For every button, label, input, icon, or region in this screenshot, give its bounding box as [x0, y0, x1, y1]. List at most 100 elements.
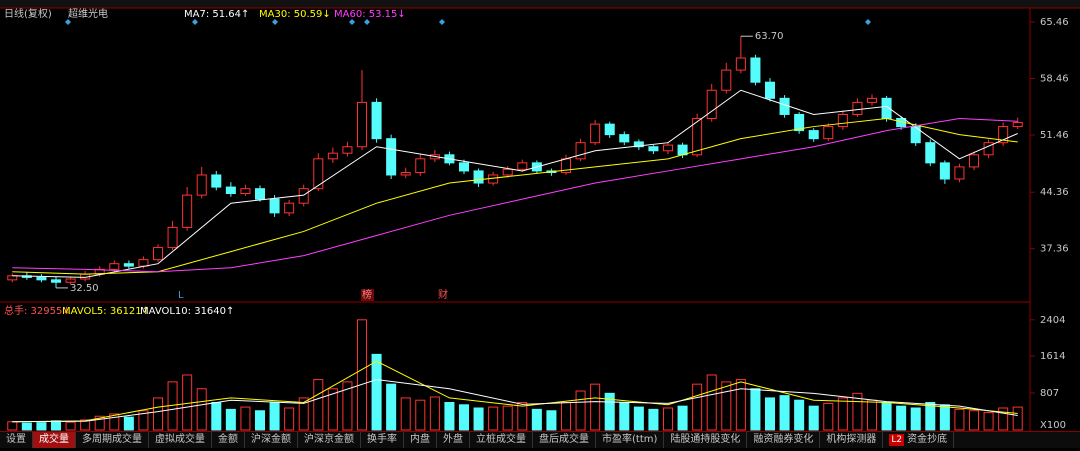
volume-bar — [109, 413, 120, 431]
candle-body — [225, 186, 236, 195]
volume-bar — [356, 319, 368, 431]
candle-body — [109, 263, 120, 270]
volume-bar — [517, 401, 528, 431]
tab[interactable]: L2 资金抄底 — [883, 432, 955, 448]
volume-bar — [473, 407, 484, 431]
y-tick-label: 58.46 — [1040, 73, 1069, 84]
volume-bar — [968, 410, 980, 431]
volume-bar — [750, 388, 761, 431]
tab[interactable]: 多周期成交量 — [76, 432, 149, 448]
candle-body — [852, 101, 863, 115]
tab[interactable]: 市盈率(ttm) — [596, 432, 665, 448]
candle-body — [910, 126, 921, 144]
tab-label: 金额 — [218, 434, 238, 445]
candle-body — [662, 144, 674, 152]
volume-bar — [939, 404, 950, 431]
volume-bar — [808, 405, 819, 431]
candle-body — [50, 279, 62, 283]
candle-body — [138, 259, 149, 267]
volume-bar — [313, 379, 324, 431]
y-tick-label: 65.46 — [1040, 17, 1069, 28]
tab[interactable]: 陆股通持股变化 — [664, 432, 748, 448]
tab[interactable]: 融资融券变化 — [747, 432, 821, 448]
y-tick-label: 2404 — [1040, 315, 1065, 326]
candle-body — [837, 113, 848, 128]
candle-body — [823, 126, 834, 140]
tab[interactable]: 外盘 — [437, 432, 470, 448]
candle-body — [415, 158, 426, 174]
tab-label: 内盘 — [410, 434, 430, 445]
top-strip — [0, 0, 1080, 8]
candle-body — [502, 168, 513, 176]
candle-body — [1012, 122, 1023, 128]
candle-body — [313, 158, 324, 190]
tab[interactable]: 成交量 — [33, 432, 76, 448]
volume-bar — [7, 421, 18, 431]
candle-body — [211, 174, 222, 188]
tab-label: 换手率 — [367, 434, 397, 445]
candle-body — [400, 172, 411, 176]
candle-body — [764, 81, 776, 99]
candle-body — [196, 174, 207, 196]
candle-body — [866, 97, 878, 103]
tab-label: 融资融券变化 — [753, 434, 814, 445]
candle-body — [182, 194, 193, 228]
volume-bar — [575, 390, 586, 431]
tab[interactable]: 盘后成交量 — [533, 432, 596, 448]
volume-bar — [823, 402, 834, 431]
volume-bar — [152, 397, 164, 431]
tab-label: 多周期成交量 — [82, 434, 142, 445]
tab-label: 成交量 — [39, 434, 69, 445]
candle-body — [36, 276, 47, 281]
candle-body — [517, 162, 528, 170]
tab-label: 虚拟成交量 — [155, 434, 205, 445]
volume-bar — [779, 395, 790, 431]
volume-bar — [458, 404, 470, 431]
tab-label: 市盈率(ttm) — [602, 434, 658, 445]
tab-label: 沪深京金额 — [304, 434, 354, 445]
volume-bar — [954, 408, 965, 431]
candle-body — [604, 123, 615, 136]
tab[interactable]: 设置 — [0, 432, 33, 448]
volume-bar — [502, 405, 513, 431]
volume-bar — [488, 406, 499, 431]
candle-body — [371, 101, 382, 140]
y-tick-label: 44.36 — [1040, 187, 1069, 198]
volume-bar — [196, 388, 207, 431]
y-tick-label: 37.36 — [1040, 244, 1069, 255]
volume-bar — [794, 399, 805, 431]
volume-bar — [896, 405, 907, 431]
volume-bar — [604, 392, 615, 431]
tab[interactable]: 内盘 — [404, 432, 437, 448]
volume-bar — [138, 410, 149, 431]
tab[interactable]: 金额 — [212, 432, 245, 448]
volume-bar — [764, 397, 776, 431]
volume-bar — [546, 410, 557, 431]
tab[interactable]: 沪深金额 — [245, 432, 298, 448]
ma-line — [12, 117, 1018, 273]
ma-line — [12, 89, 1018, 278]
volume-bar — [998, 407, 1009, 431]
volume-bar — [721, 381, 732, 431]
tab[interactable]: 换手率 — [361, 432, 404, 448]
volume-bar — [327, 388, 338, 431]
tab[interactable]: 沪深京金额 — [298, 432, 361, 448]
period: 日线(复权) — [4, 7, 52, 20]
volume-bar — [36, 422, 47, 431]
candle-body — [750, 57, 761, 83]
volume-bar — [240, 406, 251, 431]
tab[interactable]: 立桩成交量 — [470, 432, 533, 448]
tab-label: 陆股通持股变化 — [670, 434, 741, 445]
candle-body — [240, 188, 251, 195]
tab[interactable]: 虚拟成交量 — [149, 432, 212, 448]
volume-bar — [531, 408, 542, 431]
candle-body — [677, 144, 688, 156]
candle-body — [648, 146, 659, 152]
annotation: L — [178, 290, 184, 301]
volume-bar — [254, 410, 266, 431]
candle-body — [808, 130, 819, 140]
tab[interactable]: 机构探测器 — [820, 432, 884, 448]
stock-name: 超维光电 — [68, 7, 108, 20]
volume-bar — [619, 401, 630, 431]
candle-body — [342, 146, 353, 154]
